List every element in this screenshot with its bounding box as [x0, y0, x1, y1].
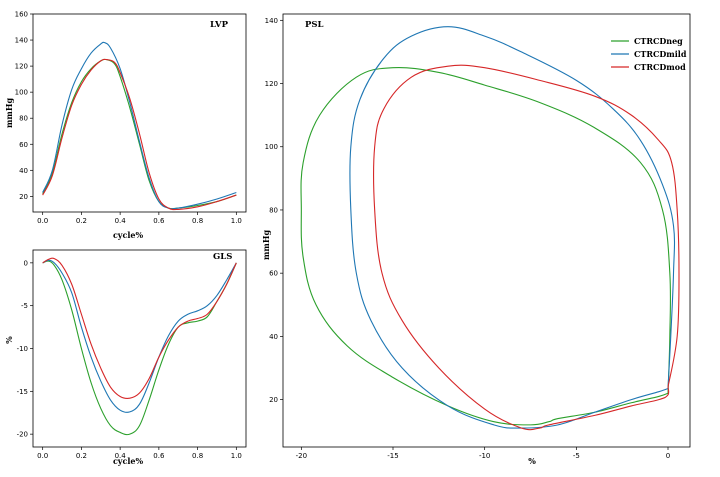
lvp-y-axis-label: mmHg	[4, 98, 14, 128]
lvp-ytick-label: 40	[19, 167, 28, 175]
gls-xtick-label: 1.0	[231, 452, 242, 460]
lvp-ytick-label: 80	[19, 115, 28, 123]
gls-ytick-label: 0	[24, 259, 28, 267]
lvp-ytick-label: 160	[15, 11, 28, 19]
psl-xtick-label: -20	[296, 452, 307, 460]
lvp-xtick-label: 0.2	[76, 217, 87, 225]
gls-panel: 0.0 0.2 0.4 0.6 0.8 1.0 0 -5 -10 -15 -20 cycle%% GLS	[4, 249, 247, 466]
lvp-series-ctrcdmild	[42, 41, 237, 210]
legend-label-ctrcdneg: CTRCDneg	[634, 36, 683, 46]
lvp-xtick-label: 0.4	[115, 217, 127, 225]
gls-xtick-label: 0.0	[37, 452, 48, 460]
lvp-panel-title: LVP	[210, 20, 229, 30]
psl-series-ctrcdmod	[373, 64, 680, 431]
gls-y-axis-label: %	[4, 336, 14, 344]
lvp-ytick-label: 20	[19, 193, 28, 201]
psl-series-ctrcdmild	[349, 26, 676, 429]
gls-series-ctrcdneg	[42, 260, 237, 436]
psl-y-axis-label: mmHg	[261, 230, 271, 260]
psl-xtick-label: -10	[479, 452, 490, 460]
psl-legend: CTRCDneg CTRCDmild CTRCDmod	[611, 36, 687, 72]
psl-xtick-label: -5	[573, 452, 580, 460]
psl-ytick-label: 140	[265, 17, 278, 25]
lvp-xtick-label: 0.8	[192, 217, 203, 225]
gls-xtick-label: 0.8	[192, 452, 203, 460]
lvp-series-ctrcdmod	[42, 58, 237, 211]
lvp-xtick-label: 1.0	[231, 217, 242, 225]
lvp-xtick-label: 0.0	[37, 217, 48, 225]
psl-xtick-label: 0	[666, 452, 670, 460]
gls-series-ctrcdmod	[42, 257, 237, 400]
psl-ytick-label: 60	[269, 270, 278, 278]
psl-ytick-label: 120	[265, 80, 278, 88]
psl-series-ctrcdneg	[300, 67, 672, 426]
psl-ytick-label: 100	[265, 143, 278, 151]
legend-label-ctrcdmod: CTRCDmod	[634, 62, 686, 72]
psl-panel-title: PSL	[305, 20, 324, 30]
lvp-panel: 0.0 0.2 0.4 0.6 0.8 1.0 20 40 60 80 100 120 140 160 cy…	[4, 11, 247, 240]
lvp-ytick-label: 140	[15, 37, 28, 45]
legend-label-ctrcdmild: CTRCDmild	[634, 49, 687, 59]
psl-ytick-label: 40	[269, 333, 278, 341]
psl-ytick-label: 20	[269, 396, 278, 404]
gls-ytick-label: -5	[21, 302, 28, 310]
gls-plot-frame	[32, 249, 247, 448]
gls-ytick-label: -15	[17, 388, 28, 396]
lvp-x-axis-label: cycle%	[113, 230, 144, 240]
gls-xtick-label: 0.6	[153, 452, 165, 460]
gls-ytick-label: -10	[17, 345, 28, 353]
lvp-plot-frame	[32, 13, 247, 213]
gls-xtick-label: 0.2	[76, 452, 87, 460]
psl-panel: -20 -15 -10 -5 0 20 40 60 80 100 120 140% mmHg PSL CTR…	[261, 13, 691, 466]
gls-x-axis-label: cycle%	[113, 456, 144, 466]
gls-panel-title: GLS	[213, 252, 232, 262]
lvp-xtick-label: 0.6	[153, 217, 165, 225]
lvp-ytick-label: 120	[15, 63, 28, 71]
psl-ytick-label: 80	[269, 206, 278, 214]
psl-x-axis-label: %	[528, 456, 536, 466]
gls-xtick-label: 0.4	[115, 452, 127, 460]
psl-plot-frame	[282, 13, 691, 448]
lvp-ytick-label: 60	[19, 141, 28, 149]
psl-xtick-label: -15	[387, 452, 398, 460]
lvp-ytick-label: 100	[15, 89, 28, 97]
gls-series-ctrcdmild	[42, 259, 237, 413]
gls-ytick-label: -20	[17, 431, 28, 439]
